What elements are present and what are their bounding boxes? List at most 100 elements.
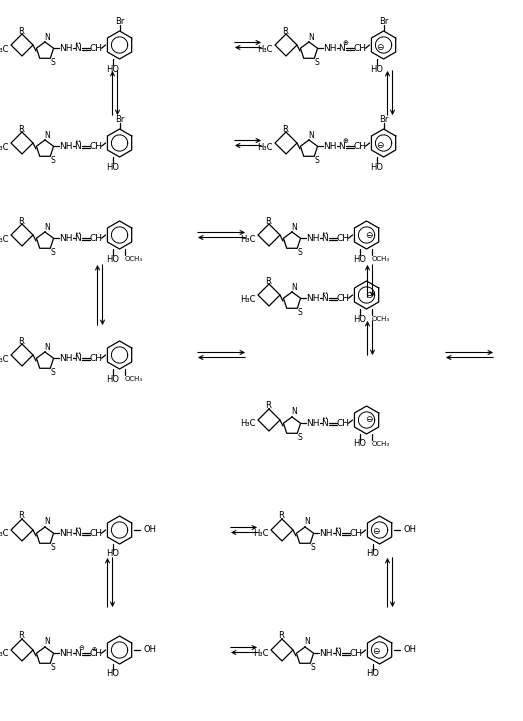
Text: H₃C: H₃C bbox=[0, 143, 9, 151]
Text: S: S bbox=[51, 58, 55, 67]
Text: ⊕: ⊕ bbox=[92, 647, 97, 652]
Text: OH: OH bbox=[404, 526, 416, 534]
Text: NH: NH bbox=[59, 528, 72, 538]
Text: N: N bbox=[74, 354, 81, 363]
Text: N: N bbox=[44, 131, 50, 139]
Text: OCH₃: OCH₃ bbox=[371, 441, 390, 447]
Text: CH: CH bbox=[89, 528, 102, 538]
Text: ⊕: ⊕ bbox=[343, 138, 348, 144]
Text: H₃C: H₃C bbox=[0, 529, 9, 539]
Text: NH: NH bbox=[59, 44, 72, 53]
Text: NH: NH bbox=[59, 234, 72, 243]
Text: ••: •• bbox=[74, 138, 81, 143]
Text: ••: •• bbox=[334, 526, 342, 531]
Text: N: N bbox=[291, 407, 297, 417]
Text: H₃C: H₃C bbox=[241, 420, 256, 428]
Text: H₃C: H₃C bbox=[0, 234, 9, 244]
Text: R: R bbox=[282, 27, 288, 35]
Text: HO: HO bbox=[106, 549, 119, 559]
Text: CH: CH bbox=[89, 649, 102, 658]
Text: ••: •• bbox=[334, 646, 342, 651]
Text: N: N bbox=[321, 293, 328, 303]
Text: ⊖: ⊖ bbox=[376, 141, 383, 149]
Text: S: S bbox=[51, 663, 55, 672]
Text: Br: Br bbox=[379, 115, 388, 123]
Text: N: N bbox=[304, 518, 310, 526]
Text: HO: HO bbox=[106, 374, 119, 384]
Text: R: R bbox=[18, 216, 24, 226]
Text: N: N bbox=[304, 637, 310, 647]
Text: NH: NH bbox=[323, 142, 336, 151]
Text: HO: HO bbox=[106, 670, 119, 678]
Text: HO: HO bbox=[106, 64, 119, 74]
Text: R: R bbox=[18, 511, 24, 521]
Text: Br: Br bbox=[115, 17, 124, 25]
Text: CH: CH bbox=[89, 44, 102, 53]
Text: NH: NH bbox=[306, 293, 320, 303]
Text: HO: HO bbox=[370, 162, 383, 172]
Text: NH: NH bbox=[59, 142, 72, 151]
Text: ⊖: ⊖ bbox=[376, 43, 383, 51]
Text: CH: CH bbox=[89, 234, 102, 243]
Text: N: N bbox=[291, 223, 297, 231]
Text: HO: HO bbox=[106, 162, 119, 172]
Text: HO: HO bbox=[370, 64, 383, 74]
Text: ⊖: ⊖ bbox=[365, 415, 372, 425]
Text: H₃C: H₃C bbox=[254, 650, 269, 658]
Text: R: R bbox=[282, 125, 288, 133]
Text: R: R bbox=[18, 337, 24, 345]
Text: CH: CH bbox=[349, 649, 362, 658]
Text: S: S bbox=[315, 58, 320, 67]
Text: HO: HO bbox=[353, 440, 366, 448]
Text: H₃C: H₃C bbox=[0, 355, 9, 363]
Text: R: R bbox=[265, 216, 271, 226]
Text: S: S bbox=[298, 308, 303, 317]
Text: R: R bbox=[278, 632, 284, 640]
Text: N: N bbox=[74, 234, 81, 243]
Text: NH: NH bbox=[306, 419, 320, 428]
Text: S: S bbox=[51, 248, 55, 257]
Text: OCH₃: OCH₃ bbox=[124, 256, 143, 262]
Text: H₃C: H₃C bbox=[257, 143, 273, 151]
Text: N: N bbox=[44, 32, 50, 42]
Text: NH: NH bbox=[59, 354, 72, 363]
Text: OCH₃: OCH₃ bbox=[371, 316, 390, 322]
Text: N: N bbox=[338, 142, 345, 151]
Text: OH: OH bbox=[404, 645, 416, 655]
Text: ••: •• bbox=[74, 526, 81, 531]
Text: N: N bbox=[44, 223, 50, 231]
Text: S: S bbox=[51, 368, 55, 377]
Text: CH: CH bbox=[349, 528, 362, 538]
Text: Br: Br bbox=[379, 17, 388, 25]
Text: HO: HO bbox=[353, 314, 366, 324]
Text: CH: CH bbox=[353, 142, 366, 151]
Text: N: N bbox=[321, 234, 328, 243]
Text: OH: OH bbox=[143, 645, 156, 655]
Text: N: N bbox=[291, 283, 297, 291]
Text: S: S bbox=[298, 433, 303, 442]
Text: R: R bbox=[18, 125, 24, 133]
Text: ••: •• bbox=[74, 350, 81, 355]
Text: ⊖: ⊖ bbox=[78, 645, 85, 651]
Text: S: S bbox=[315, 156, 320, 165]
Text: R: R bbox=[265, 402, 271, 410]
Text: R: R bbox=[278, 511, 284, 521]
Text: CH: CH bbox=[336, 419, 349, 428]
Text: CH: CH bbox=[353, 44, 366, 53]
Text: N: N bbox=[334, 528, 341, 538]
Text: N: N bbox=[308, 131, 314, 139]
Text: N: N bbox=[74, 649, 81, 658]
Text: H₃C: H₃C bbox=[254, 529, 269, 539]
Text: H₃C: H₃C bbox=[241, 294, 256, 304]
Text: CH: CH bbox=[89, 142, 102, 151]
Text: HO: HO bbox=[353, 255, 366, 263]
Text: R: R bbox=[18, 632, 24, 640]
Text: NH: NH bbox=[319, 528, 332, 538]
Text: N: N bbox=[308, 32, 314, 42]
Text: CH: CH bbox=[336, 234, 349, 243]
Text: N: N bbox=[338, 44, 345, 53]
Text: N: N bbox=[334, 649, 341, 658]
Text: R: R bbox=[18, 27, 24, 35]
Text: Br: Br bbox=[115, 115, 124, 123]
Text: H₃C: H₃C bbox=[241, 234, 256, 244]
